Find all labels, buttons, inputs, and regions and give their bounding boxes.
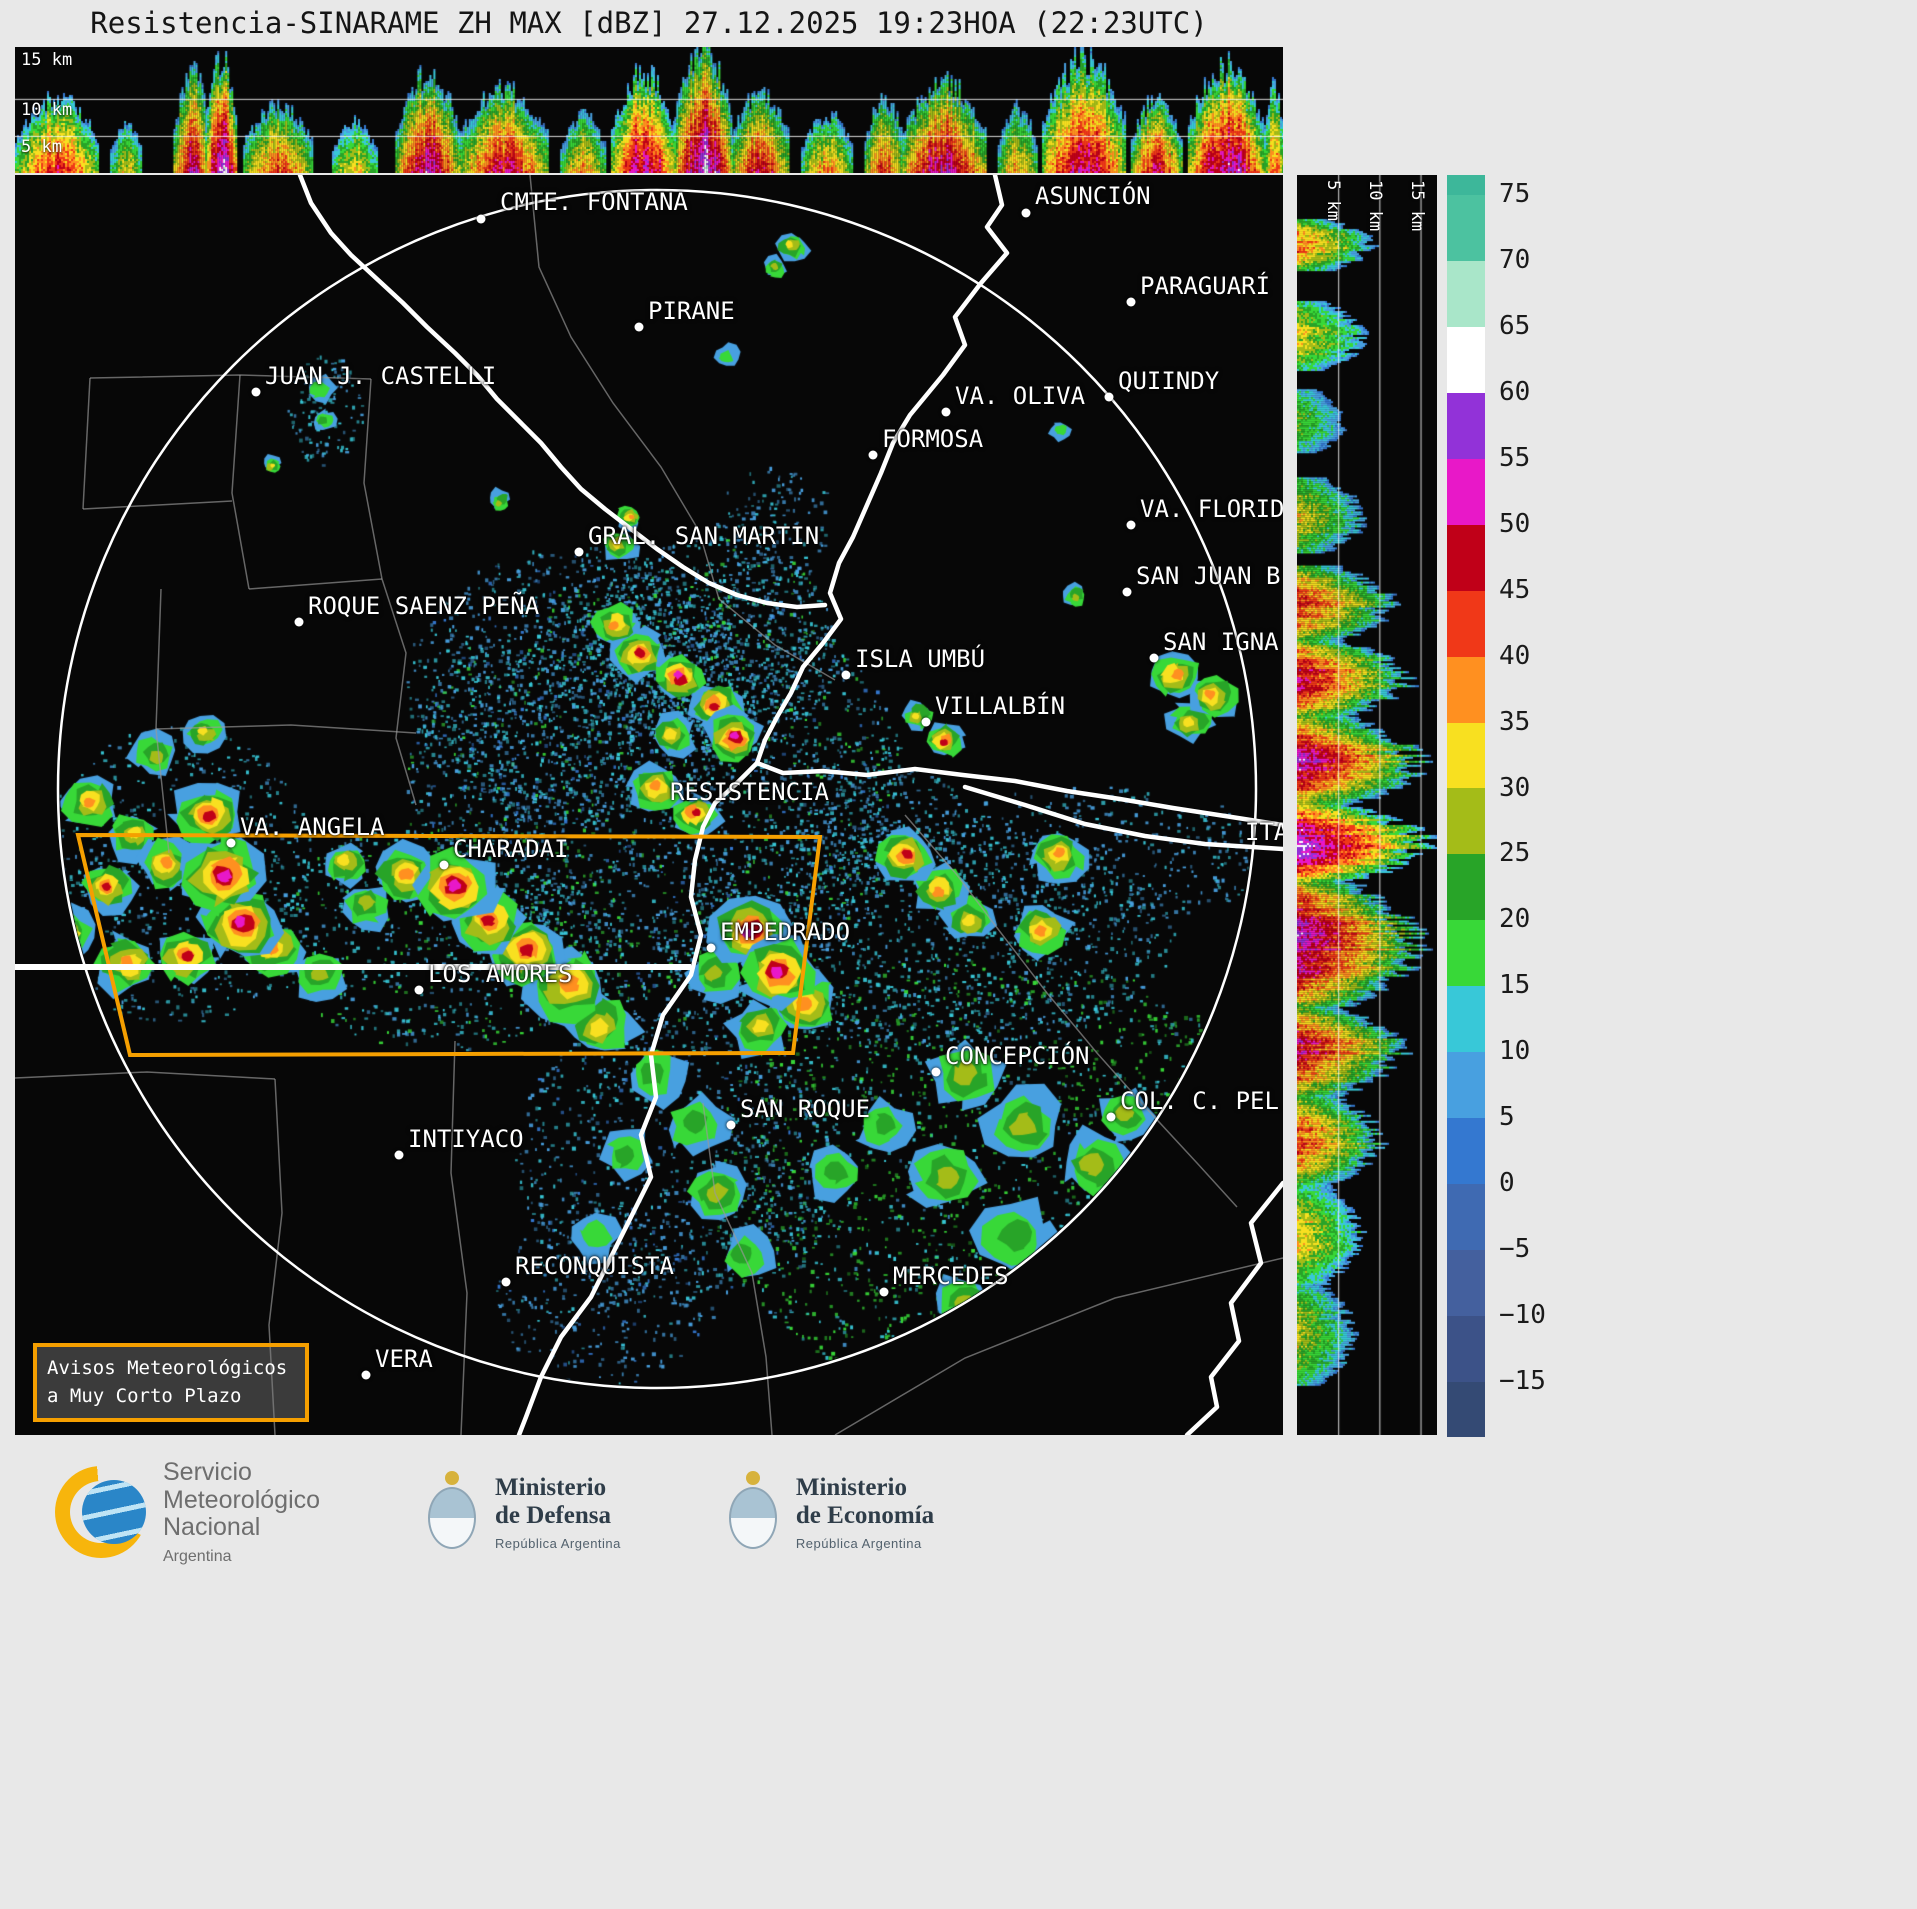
colorbar-tick-label: 60 (1499, 376, 1531, 407)
colorbar-tick-label: 25 (1499, 838, 1531, 869)
colorbar-band (1447, 1250, 1485, 1316)
radar-map-panel: CMTE. FONTANA ASUNCIÓN PIRANE PARAGUARÍ JUAN… (15, 175, 1283, 1435)
colorbar-tick-label: 5 (1499, 1102, 1515, 1133)
economia-name-line2: de Economía (795, 1501, 935, 1529)
ministry-economia-block: Ministerio de Economía República Argenti… (726, 1471, 934, 1553)
colorbar-band (1447, 1184, 1485, 1250)
altitude-label-10km: 10 km (21, 100, 73, 120)
dbz-colorbar: 75 70 65 60 55 50 45 40 35 30 25 20 15 10 5 0 −5 −10 −15 (1447, 175, 1546, 1437)
colorbar-band (1447, 788, 1485, 855)
right-cross-section-canvas (1297, 175, 1437, 1435)
ministry-defensa-block: Ministerio de Defensa República Argentin… (425, 1471, 621, 1553)
colorbar-band (1447, 656, 1485, 723)
colorbar-tick-label: 15 (1499, 970, 1531, 1001)
colorbar-band (1447, 524, 1485, 591)
radar-reflectivity-canvas (15, 175, 1283, 1435)
colorbar-band (1447, 986, 1485, 1053)
defensa-name-line1: Ministerio (495, 1473, 607, 1501)
altitude-label-15km: 15 km (21, 50, 73, 70)
colorbar-tick-label: 40 (1499, 640, 1531, 671)
colorbar-band (1447, 722, 1485, 789)
smn-name-line1: Servicio (163, 1458, 252, 1486)
colorbar-band (1447, 854, 1485, 921)
colorbar-tick-label: 45 (1499, 574, 1531, 605)
colorbar-tick-label: 55 (1499, 442, 1531, 473)
coat-of-arms-icon (425, 1471, 479, 1553)
colorbar-tick-label: −10 (1499, 1300, 1546, 1331)
colorbar-band (1447, 1118, 1485, 1185)
colorbar-tick-label: 75 (1499, 179, 1531, 209)
altitude-label-v-15km: 15 km (1407, 180, 1427, 232)
colorbar-tick-label: 10 (1499, 1036, 1531, 1067)
advisory-line1: Avisos Meteorológicos (47, 1357, 288, 1379)
economia-sub-label: República Argentina (795, 1535, 922, 1551)
right-cross-section-panel: 5 km 10 km 15 km (1297, 175, 1437, 1435)
advisory-line2: a Muy Corto Plazo (47, 1384, 242, 1407)
smn-brand-block: Servicio Meteorológico Nacional Argentin… (55, 1458, 321, 1566)
colorbar-band (1447, 260, 1485, 327)
defensa-name-line2: de Defensa (495, 1501, 611, 1529)
colorbar-tick-label: −15 (1499, 1366, 1546, 1396)
colorbar-band (1447, 1052, 1485, 1119)
colorbar-tick-label: 65 (1499, 310, 1531, 341)
colorbar-band (1447, 392, 1485, 459)
colorbar-tick-label: 30 (1499, 772, 1531, 803)
colorbar-band (1447, 458, 1485, 525)
colorbar-tick-label: 50 (1499, 508, 1531, 539)
colorbar-cap-top (1447, 175, 1485, 195)
smn-country-label: Argentina (163, 1547, 232, 1565)
colorbar-bands (1447, 175, 1485, 1437)
smn-name-line2: Meteorológico (163, 1485, 321, 1514)
altitude-label-v-10km: 10 km (1365, 180, 1385, 232)
defensa-sub-label: República Argentina (495, 1535, 621, 1551)
colorbar-tick-label: 20 (1499, 904, 1531, 935)
economia-name-line1: Ministerio (795, 1473, 907, 1501)
altitude-label-v-5km: 5 km (1323, 180, 1343, 221)
smn-name-line3: Nacional (163, 1513, 261, 1541)
colorbar-cap-bottom (1447, 1381, 1485, 1437)
altitude-label-5km: 5 km (21, 137, 62, 157)
colorbar-band (1447, 590, 1485, 657)
colorbar-tick-labels: 75 70 65 60 55 50 45 40 35 30 25 20 15 10 5 0 −5 −10 −15 (1447, 175, 1567, 1437)
colorbar-band (1447, 1315, 1485, 1382)
footer: Servicio Meteorológico Nacional Argentin… (0, 1437, 1917, 1909)
colorbar-band (1447, 195, 1485, 261)
colorbar-band (1447, 326, 1485, 393)
smn-logo-icon (55, 1466, 147, 1559)
colorbar-tick-label: 70 (1499, 244, 1531, 275)
top-cross-section-panel: 15 km 10 km 5 km (15, 47, 1283, 173)
colorbar-tick-label: 0 (1499, 1168, 1515, 1199)
colorbar-tick-label: −5 (1499, 1234, 1531, 1265)
colorbar-tick-label: 35 (1499, 706, 1531, 737)
advisory-box[interactable]: Avisos Meteorológicos a Muy Corto Plazo (33, 1343, 309, 1423)
coat-of-arms-icon (726, 1471, 780, 1553)
page-title: Resistencia-SINARAME ZH MAX [dBZ] 27.12.… (90, 6, 1208, 40)
top-cross-section-canvas (15, 47, 1283, 173)
colorbar-band (1447, 920, 1485, 987)
